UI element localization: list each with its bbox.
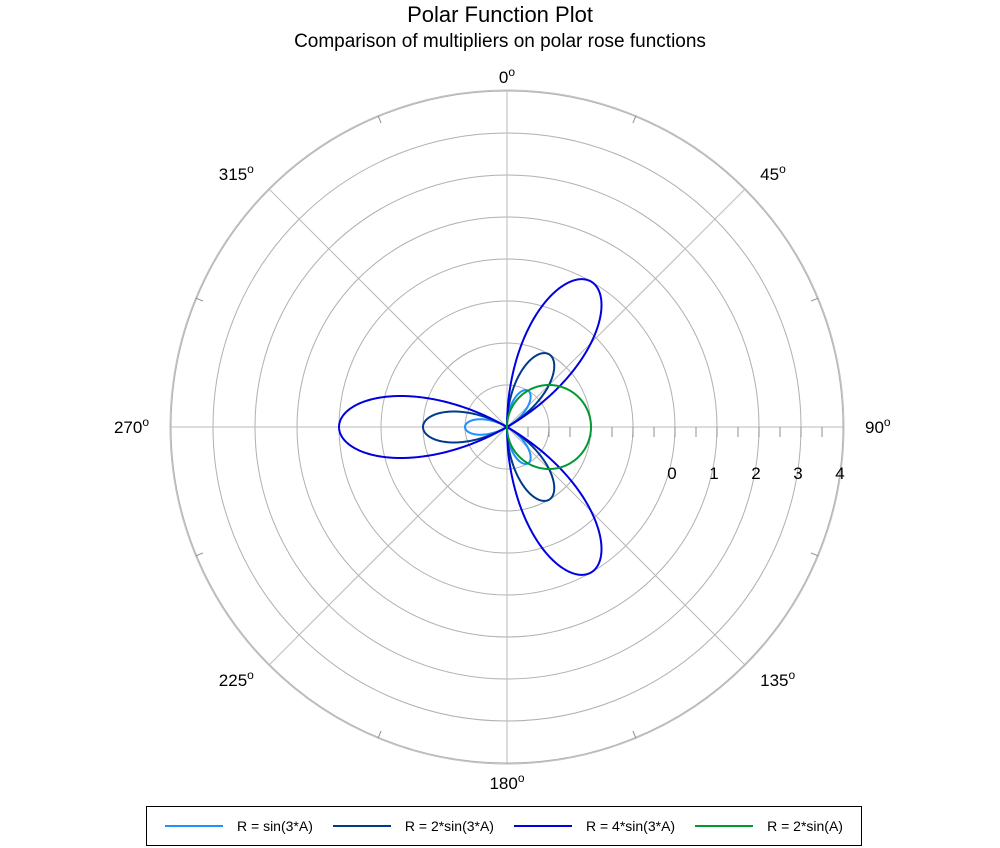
angle-tick-label: 0o [499, 65, 515, 87]
legend-swatch [695, 825, 754, 827]
series-line-4 [506, 384, 592, 470]
outer-tick [195, 552, 204, 557]
radial-tick-label: 4 [835, 464, 844, 483]
angle-tick-label: 45o [760, 162, 786, 184]
outer-tick [195, 297, 204, 302]
outer-tick [377, 730, 382, 739]
radial-tick-label: 0 [667, 464, 676, 483]
angle-tick-label: 180o [489, 771, 524, 793]
legend-label: R = 2*sin(3*A) [404, 818, 494, 834]
angle-tick-label: 225o [219, 668, 254, 690]
angle-tick-label: 315o [219, 162, 254, 184]
legend-swatch [513, 825, 572, 827]
outer-tick [810, 297, 819, 302]
legend-item: R = 4*sin(3*A) [513, 818, 676, 834]
chart-title: Polar Function Plot [407, 2, 593, 27]
radial-tick-label: 2 [751, 464, 760, 483]
legend: R = sin(3*A) R = 2*sin(3*A) R = 4*sin(3*A)… [146, 806, 862, 846]
legend-label: R = sin(3*A) [237, 818, 313, 834]
outer-tick [632, 115, 637, 124]
outer-tick [810, 552, 819, 557]
legend-label: R = 2*sin(A) [767, 818, 843, 834]
chart-subtitle: Comparison of multipliers on polar rose … [294, 31, 706, 52]
legend-item: R = 2*sin(A) [695, 818, 843, 834]
radial-tick-label: 1 [709, 464, 718, 483]
legend-item: R = sin(3*A) [165, 818, 313, 834]
legend-item: R = 2*sin(3*A) [332, 818, 494, 834]
outer-tick [377, 115, 382, 124]
legend-swatch [165, 825, 223, 827]
legend-label: R = 4*sin(3*A) [585, 818, 676, 834]
angle-tick-label: 270o [114, 415, 149, 437]
radial-tick-label: 3 [793, 464, 802, 483]
angle-tick-label: 135o [760, 668, 795, 690]
angle-tick-label: 90o [865, 415, 891, 437]
legend-swatch [332, 825, 391, 827]
outer-tick [632, 730, 637, 739]
